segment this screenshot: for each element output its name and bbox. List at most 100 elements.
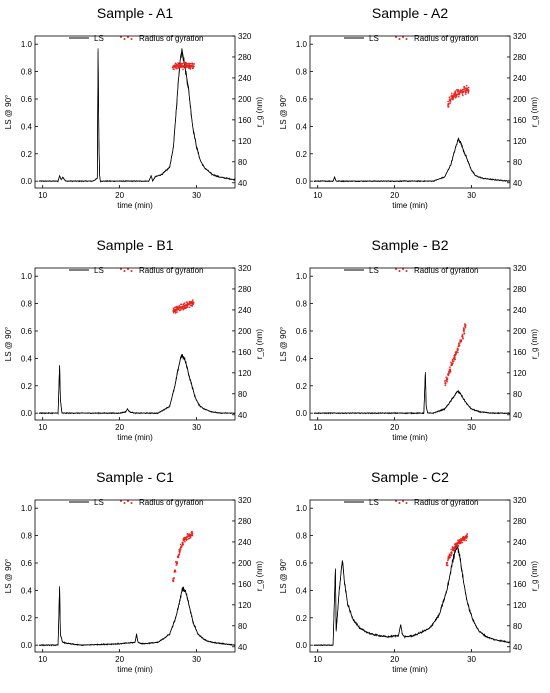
rg-point-scatter [456, 88, 458, 91]
rg-point-scatter [450, 361, 452, 364]
legend-rg-swatch [405, 38, 408, 40]
rg-point-scatter [464, 91, 467, 94]
y2-tick-label: 280 [238, 285, 252, 294]
rg-point-scatter [177, 308, 179, 310]
rg-point-scatter [456, 347, 459, 349]
rg-point-scatter [455, 95, 458, 98]
y-tick-label: 0.2 [21, 382, 33, 391]
y2-tick-label: 120 [513, 137, 527, 146]
y-tick-label: 0.0 [21, 409, 33, 418]
y-axis-label: LS @ 90° [4, 95, 13, 129]
rg-point-scatter [174, 570, 177, 573]
y-tick-label: 0.6 [296, 327, 308, 336]
x-tick-label: 30 [192, 423, 201, 432]
rg-point-scatter [181, 65, 184, 68]
chart-title: Sample - A1 [97, 5, 173, 21]
rg-point-scatter [176, 311, 178, 313]
y-tick-label: 0.4 [21, 354, 33, 363]
rg-point-scatter [172, 311, 175, 314]
rg-point-scatter [446, 561, 448, 564]
rg-point-scatter [459, 542, 462, 545]
y2-tick-label: 320 [238, 496, 252, 505]
x-tick-label: 10 [38, 423, 47, 432]
rg-point-scatter [188, 306, 191, 309]
rg-point-scatter [458, 344, 460, 347]
rg-point-scatter [182, 543, 184, 546]
rg-point-scatter [191, 532, 194, 534]
y-tick-label: 0.8 [296, 300, 308, 309]
rg-point-scatter [452, 98, 454, 101]
y2-tick-label: 320 [238, 264, 252, 273]
y2-tick-label: 240 [238, 306, 252, 315]
rg-point-scatter [453, 358, 456, 361]
rg-point-scatter [465, 539, 467, 542]
x-tick-label: 20 [115, 655, 124, 664]
rg-point-scatter [176, 309, 178, 312]
legend-rg-swatch [127, 268, 129, 270]
y2-tick-label: 120 [238, 369, 252, 378]
rg-point-scatter [173, 577, 175, 579]
legend-rg-label: Radius of gyration [414, 34, 478, 43]
legend-rg-swatch [127, 36, 129, 38]
rg-point-scatter [192, 299, 194, 301]
y-tick-label: 0.2 [21, 150, 33, 159]
legend-rg-swatch [123, 270, 126, 272]
y2-tick-label: 240 [513, 74, 527, 83]
rg-point-scatter [451, 364, 453, 366]
rg-point-scatter [180, 66, 182, 69]
rg-point-scatter [464, 93, 467, 95]
legend-rg-swatch [405, 270, 408, 272]
x-tick-label: 20 [390, 423, 399, 432]
rg-point-scatter [457, 95, 460, 98]
rg-point-scatter [464, 325, 466, 328]
rg-point-scatter [176, 306, 179, 308]
rg-point-scatter [464, 87, 466, 90]
rg-point-scatter [189, 65, 192, 68]
rg-point-scatter [193, 65, 195, 67]
y-axis-label: LS @ 90° [279, 327, 288, 361]
rg-point-scatter [182, 539, 185, 542]
y2-tick-label: 160 [238, 116, 252, 125]
rg-point-scatter [171, 579, 174, 582]
x-tick-label: 30 [467, 191, 476, 200]
x-axis-label: time (min) [117, 433, 153, 442]
rg-point-scatter [446, 564, 449, 567]
ls-series-peaks [313, 137, 510, 182]
plot-frame [309, 267, 511, 421]
x-axis-label: time (min) [117, 201, 153, 210]
rg-point-scatter [455, 353, 457, 356]
rg-point-scatter [178, 304, 181, 307]
rg-point-scatter [447, 103, 450, 106]
ls-series-peaks [313, 544, 510, 646]
rg-point-scatter [191, 534, 194, 537]
chart-title: Sample - B1 [96, 237, 173, 253]
y2-tick-label: 320 [238, 32, 252, 41]
rg-point-scatter [461, 336, 464, 338]
y2-tick-label: 200 [238, 559, 252, 568]
rg-point-scatter [450, 554, 452, 557]
rg-point-scatter [181, 544, 184, 547]
y-tick-label: 0.0 [21, 641, 33, 650]
rg-point-scatter [178, 551, 181, 554]
rg-point-scatter [452, 549, 455, 552]
legend-ls-label: LS [94, 34, 104, 43]
rg-point-scatter [467, 89, 470, 91]
y-tick-label: 0.4 [21, 122, 33, 131]
y2-tick-label: 200 [513, 559, 527, 568]
x-tick-label: 20 [390, 191, 399, 200]
legend-rg-swatch [130, 502, 133, 504]
y2-tick-label: 160 [238, 348, 252, 357]
rg-point-scatter [183, 537, 185, 539]
rg-point-scatter [446, 377, 449, 380]
legend-rg-label: Radius of gyration [139, 266, 203, 275]
rg-point-scatter [448, 96, 451, 99]
ls-series-line [313, 544, 510, 647]
y2-tick-label: 200 [513, 327, 527, 336]
rg-point-scatter [449, 98, 451, 100]
rg-point-scatter [447, 559, 449, 562]
rg-point-scatter [181, 305, 184, 308]
rg-point-scatter [461, 91, 463, 94]
legend-rg-swatch [398, 502, 401, 504]
rg-point-scatter [181, 62, 184, 65]
